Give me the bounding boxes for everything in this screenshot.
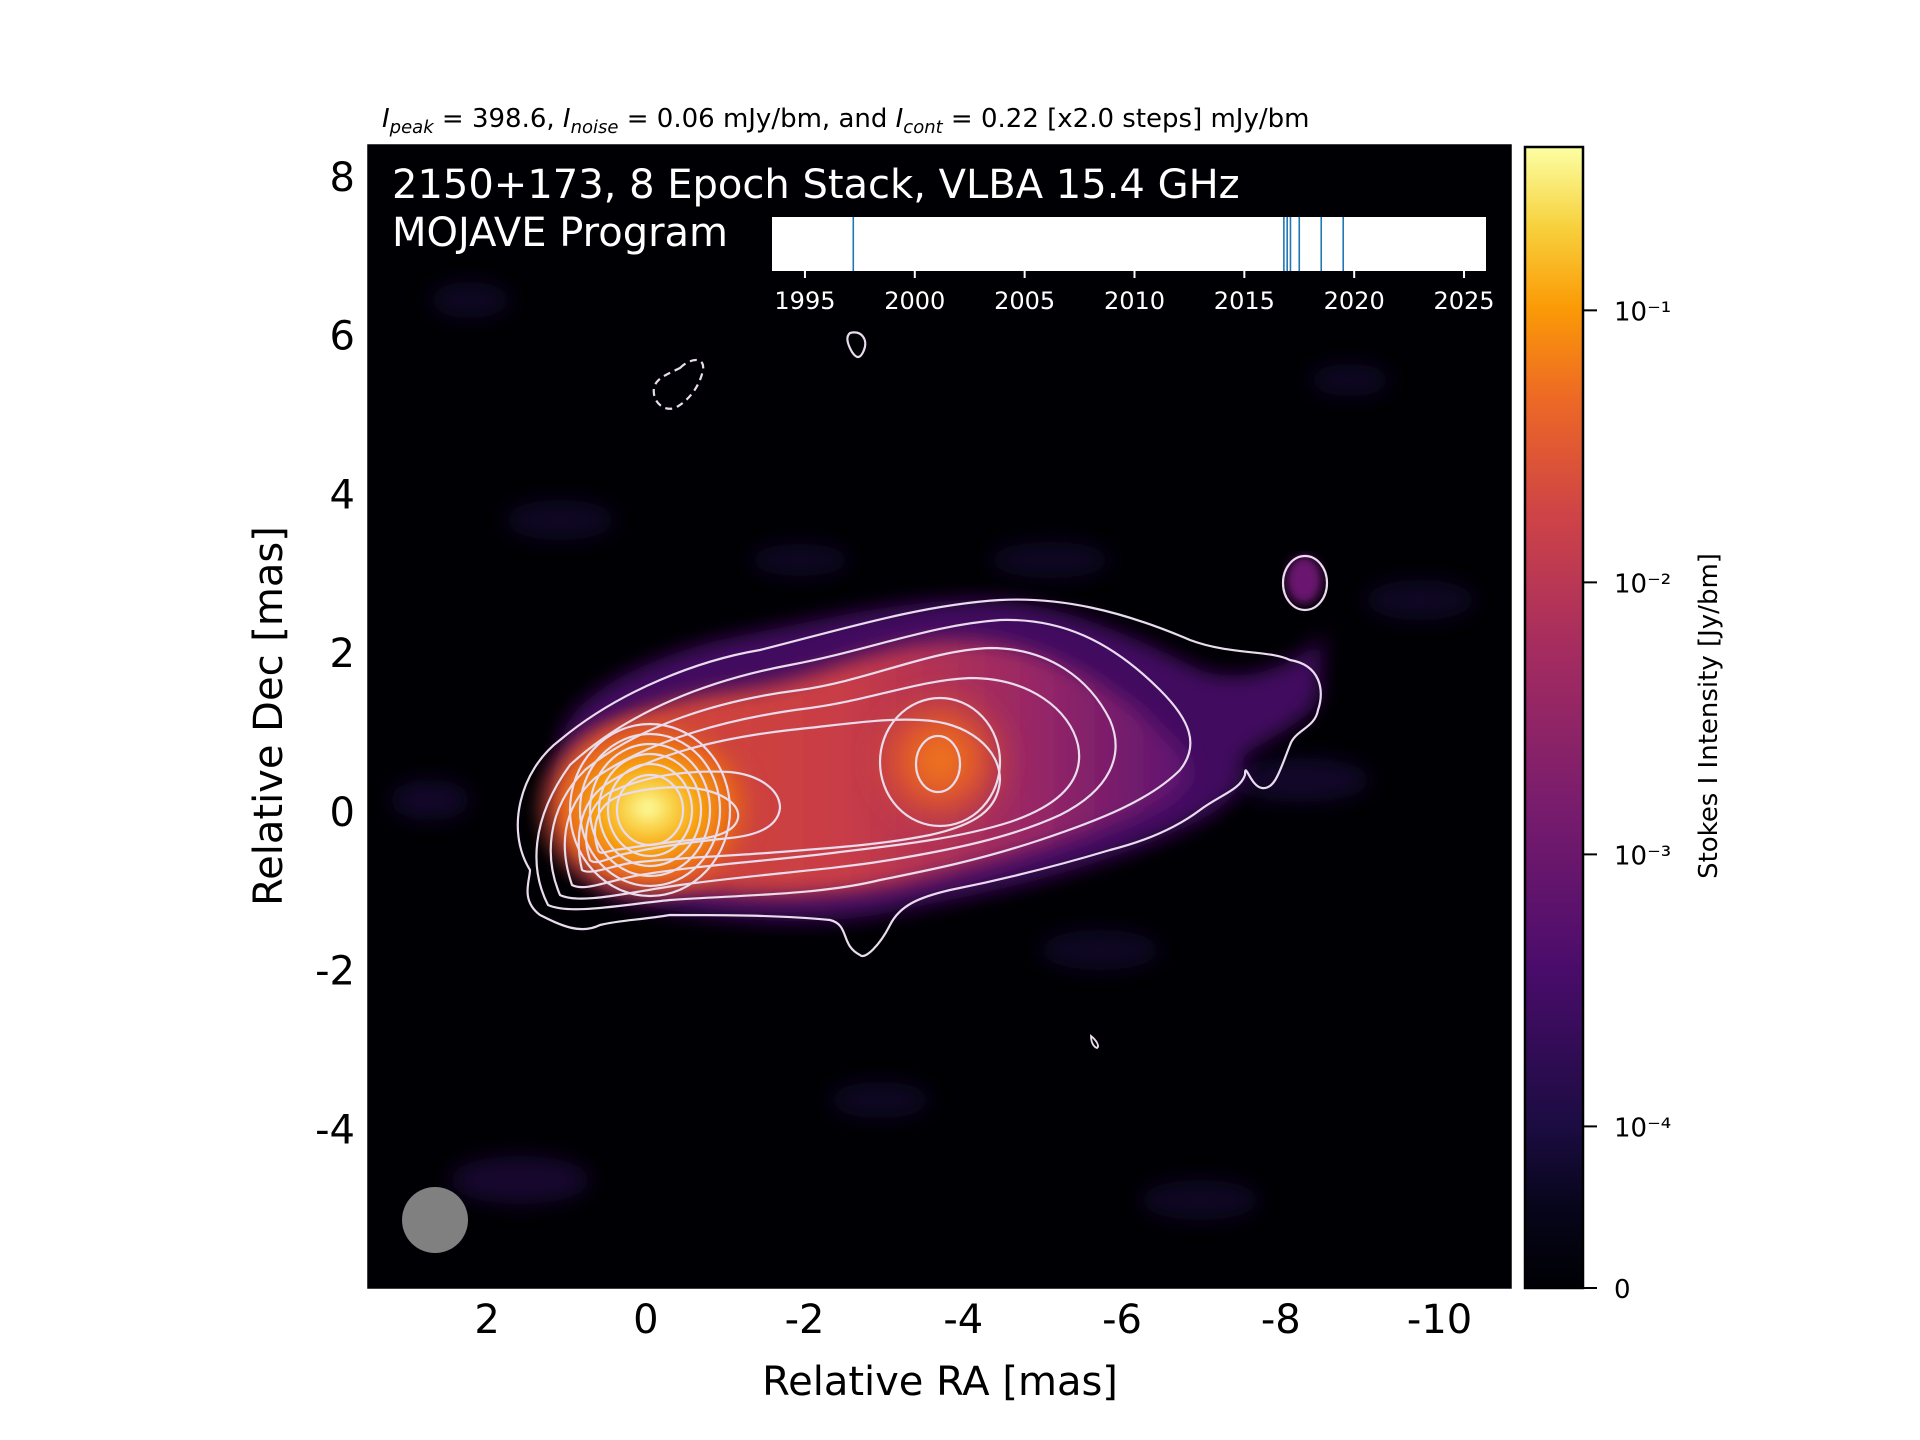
y-tick-label: 4 (330, 472, 355, 518)
y-axis-label: Relative Dec [mas] (246, 526, 292, 906)
y-tick-label: -4 (315, 1107, 355, 1153)
chart-title-line1: 2150+173, 8 Epoch Stack, VLBA 15.4 GHz (392, 162, 1240, 208)
plot-area: 2150+173, 8 Epoch Stack, VLBA 15.4 GHz M… (368, 145, 1511, 1288)
inset-tick-label: 2005 (994, 287, 1055, 315)
x-tick-label: -10 (1407, 1297, 1472, 1343)
noise-texture (390, 282, 1475, 1220)
x-axis-label: Relative RA [mas] (762, 1359, 1118, 1405)
y-tick-label: 0 (330, 790, 355, 836)
x-tick-label: -8 (1261, 1297, 1301, 1343)
x-tick-label: 0 (633, 1297, 658, 1343)
inset-tick-label: 1995 (774, 287, 835, 315)
inset-background (772, 217, 1486, 271)
inset-tick-label: 2025 (1433, 287, 1494, 315)
colorbar-tick-label: 10⁻³ (1614, 841, 1671, 871)
inset-tick-label: 2015 (1214, 287, 1275, 315)
colorbar-tick-label: 0 (1614, 1275, 1631, 1305)
x-tick-label: -2 (785, 1297, 825, 1343)
x-tick-label: -4 (943, 1297, 983, 1343)
x-tick-label: -6 (1102, 1297, 1142, 1343)
colorbar-label: Stokes I Intensity [Jy/bm] (1694, 553, 1724, 879)
chart-title-line2: MOJAVE Program (392, 210, 728, 256)
contours (516, 331, 1329, 1049)
inset-tick-label: 2000 (884, 287, 945, 315)
colorbar-tick-label: 10⁻¹ (1614, 297, 1671, 327)
plot-frame (367, 144, 1512, 1289)
y-tick-label: -2 (315, 949, 355, 995)
colorbar-gradient (1525, 147, 1583, 1288)
inset-tick-label: 2020 (1324, 287, 1385, 315)
colorbar-frame (1523, 145, 1585, 1290)
header-stats: Ipeak = 398.6, Inoise = 0.06 mJy/bm, and… (382, 104, 1309, 138)
title-block: 2150+173, 8 Epoch Stack, VLBA 15.4 GHz M… (392, 162, 1240, 256)
beam-ellipse (402, 1187, 468, 1253)
x-tick-label: 2 (474, 1297, 499, 1343)
colorbar-ticks: 10⁻¹ 10⁻² 10⁻³ 10⁻⁴ 0 (1583, 297, 1671, 1305)
x-axis-ticks: 2 0 -2 -4 -6 -8 -10 (474, 1276, 1472, 1343)
epochs-inset: 1995 2000 2005 2010 2015 2020 2025 (772, 217, 1495, 315)
inset-tick-label: 2010 (1104, 287, 1165, 315)
y-tick-label: 2 (330, 631, 355, 677)
y-tick-label: 6 (330, 314, 355, 360)
y-axis-ticks: 8 6 4 2 0 -2 -4 (315, 155, 380, 1153)
y-tick-label: 8 (330, 155, 355, 201)
colorbar-tick-label: 10⁻⁴ (1614, 1113, 1671, 1143)
colorbar: 10⁻¹ 10⁻² 10⁻³ 10⁻⁴ 0 Stokes I Intensity [Jy… (1523, 145, 1724, 1305)
colorbar-tick-label: 10⁻² (1614, 569, 1671, 599)
